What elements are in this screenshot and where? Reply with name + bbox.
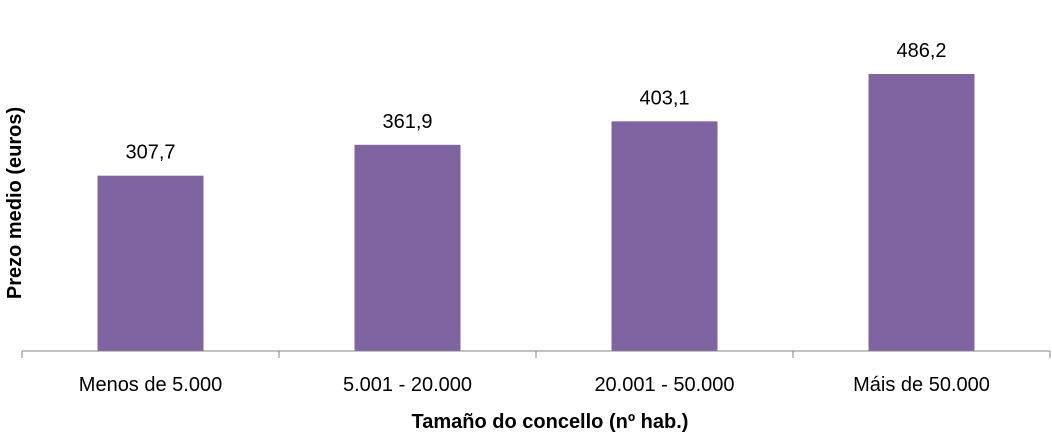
x-axis-ticks — [21, 351, 1051, 358]
value-label-5-001-20-000: 361,9 — [382, 111, 432, 133]
x-tick-label-20-001-50-000: 20.001 - 50.000 — [594, 374, 734, 396]
x-axis-title: Tamaño do concello (nº hab.) — [412, 411, 689, 433]
value-label-20-001-50-000: 403,1 — [639, 87, 689, 109]
x-tick-label-menos-de-5-000: Menos de 5.000 — [79, 374, 222, 396]
bar-m-is-de-50-000 — [868, 74, 975, 351]
bars-group — [97, 74, 975, 352]
x-axis-tick-labels: Menos de 5.000 5.001 - 20.000 20.001 - 50.… — [79, 374, 990, 396]
x-tick-label-m-is-de-50-000: Máis de 50.000 — [853, 374, 990, 396]
value-labels-group: 307,7 361,9 403,1 486,2 — [125, 40, 946, 164]
y-axis-title: Prezo medio (euros) — [4, 107, 26, 299]
bar-menos-de-5-000 — [97, 175, 204, 351]
value-label-menos-de-5-000: 307,7 — [125, 142, 175, 164]
value-label-m-is-de-50-000: 486,2 — [896, 40, 946, 62]
bar-5-001-20-000 — [354, 144, 461, 351]
bar-20-001-50-000 — [611, 121, 718, 352]
x-tick-label-5-001-20-000: 5.001 - 20.000 — [343, 374, 472, 396]
